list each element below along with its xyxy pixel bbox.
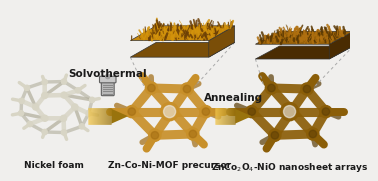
Circle shape [90, 97, 95, 103]
Circle shape [269, 129, 281, 141]
Circle shape [146, 82, 158, 94]
Circle shape [42, 92, 48, 98]
Circle shape [42, 129, 47, 135]
Circle shape [322, 108, 330, 115]
Circle shape [24, 85, 29, 90]
Circle shape [246, 106, 258, 118]
Circle shape [161, 102, 179, 121]
Polygon shape [256, 31, 353, 44]
Text: Zn-Co-Ni-MOF precursor: Zn-Co-Ni-MOF precursor [108, 161, 231, 170]
Circle shape [149, 129, 161, 141]
Circle shape [72, 104, 78, 110]
Circle shape [151, 131, 159, 139]
Circle shape [19, 111, 24, 116]
Circle shape [248, 108, 256, 115]
Circle shape [284, 106, 296, 118]
Polygon shape [112, 109, 128, 124]
Circle shape [33, 104, 39, 110]
Circle shape [183, 85, 191, 93]
Circle shape [105, 74, 110, 79]
Circle shape [79, 124, 85, 129]
Circle shape [42, 79, 47, 85]
Circle shape [27, 121, 33, 127]
Polygon shape [256, 46, 353, 59]
Circle shape [61, 79, 67, 84]
Circle shape [61, 92, 67, 98]
FancyBboxPatch shape [99, 76, 116, 83]
Circle shape [61, 130, 67, 135]
Circle shape [301, 83, 313, 95]
FancyBboxPatch shape [101, 82, 114, 96]
Circle shape [309, 130, 317, 138]
Circle shape [320, 106, 332, 118]
Circle shape [42, 115, 48, 121]
Polygon shape [130, 42, 235, 57]
Circle shape [268, 84, 275, 92]
Circle shape [200, 106, 212, 118]
Polygon shape [235, 109, 252, 124]
Circle shape [307, 128, 319, 140]
Circle shape [271, 131, 279, 139]
Polygon shape [130, 26, 235, 41]
Circle shape [19, 98, 24, 104]
Circle shape [164, 106, 176, 118]
Polygon shape [329, 31, 353, 59]
Circle shape [303, 85, 311, 93]
Text: Solvothermal: Solvothermal [68, 69, 147, 79]
Circle shape [187, 128, 199, 140]
Circle shape [60, 115, 67, 121]
Text: Annealing: Annealing [204, 93, 263, 103]
Circle shape [126, 106, 138, 118]
Circle shape [189, 130, 197, 138]
Text: ZnCo$_2$O$_4$-NiO nanosheet arrays: ZnCo$_2$O$_4$-NiO nanosheet arrays [211, 161, 368, 174]
Text: Nickel foam: Nickel foam [24, 161, 84, 170]
Circle shape [128, 108, 136, 115]
Circle shape [280, 102, 299, 121]
Polygon shape [209, 26, 235, 57]
Circle shape [75, 88, 81, 93]
Circle shape [148, 84, 155, 92]
Circle shape [181, 83, 193, 95]
Circle shape [202, 108, 210, 115]
Circle shape [265, 82, 277, 94]
Circle shape [86, 111, 91, 116]
